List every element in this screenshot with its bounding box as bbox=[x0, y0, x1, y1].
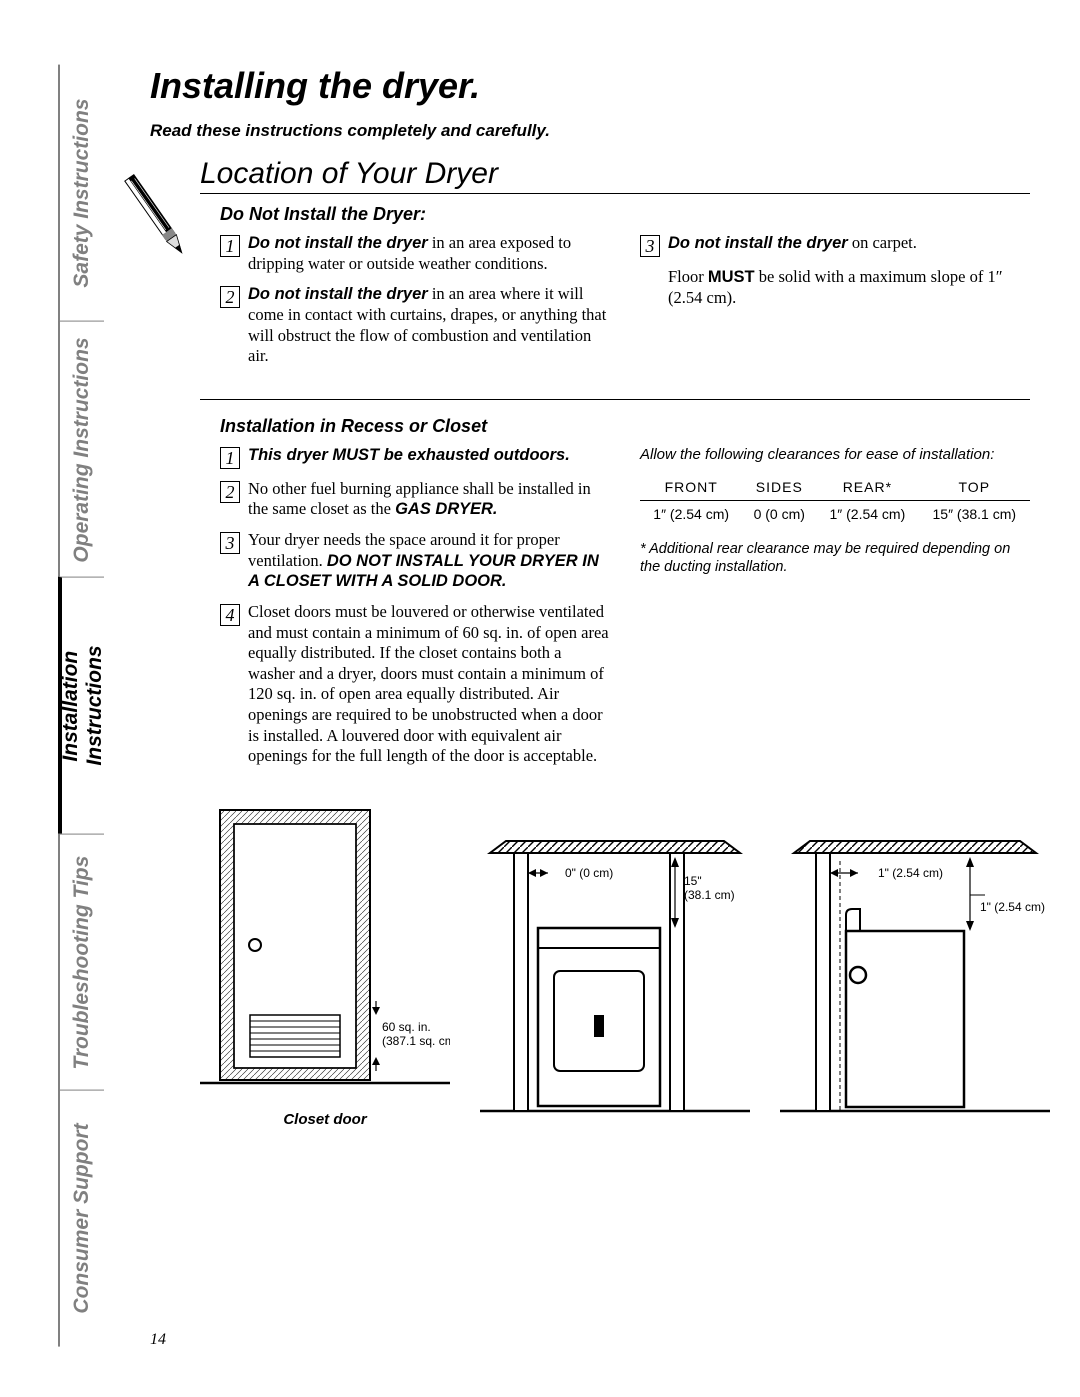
numbox-2: 2 bbox=[220, 286, 240, 308]
do-not-3-floor-a: Floor bbox=[668, 267, 708, 286]
section-title: Location of Your Dryer bbox=[200, 157, 1030, 194]
td-sides: 0 (0 cm) bbox=[742, 501, 816, 528]
pencil-icon bbox=[116, 161, 196, 271]
svg-text:(387.1 sq. cm): (387.1 sq. cm) bbox=[382, 1034, 450, 1048]
subhead-do-not: Do Not Install the Dryer: bbox=[220, 204, 1030, 225]
svg-text:1" (2.54 cm): 1" (2.54 cm) bbox=[878, 866, 943, 880]
do-not-1-bold: Do not install the dryer bbox=[248, 234, 428, 252]
diagram-front-view: 0" (0 cm) 15" (38.1 cm) bbox=[480, 823, 750, 1128]
svg-text:(38.1 cm): (38.1 cm) bbox=[684, 888, 735, 902]
divider bbox=[200, 399, 1030, 400]
recess-item-3: 3 Your dryer needs the space around it f… bbox=[220, 530, 610, 592]
diagram-side-view: 1" (2.54 cm) 1" (2.54 cm) bbox=[780, 823, 1050, 1128]
recess-2-b: GAS DRYER. bbox=[395, 500, 497, 518]
table-data-row: 1″ (2.54 cm) 0 (0 cm) 1″ (2.54 cm) 15″ (… bbox=[640, 501, 1030, 528]
do-not-item-1: 1 Do not install the dryer in an area ex… bbox=[220, 233, 610, 274]
td-rear: 1″ (2.54 cm) bbox=[816, 501, 918, 528]
numbox-r4: 4 bbox=[220, 604, 240, 626]
recess-right-col: Allow the following clearances for ease … bbox=[640, 445, 1030, 777]
recess-item-4: 4 Closet doors must be louvered or other… bbox=[220, 602, 610, 767]
numbox-3: 3 bbox=[640, 235, 660, 257]
do-not-right-col: 3 Do not install the dryer on carpet. Fl… bbox=[640, 233, 1030, 377]
recess-1: This dryer MUST be exhausted outdoors. bbox=[248, 446, 570, 464]
numbox-r2: 2 bbox=[220, 481, 240, 503]
recess-item-1: 1 This dryer MUST be exhausted outdoors. bbox=[220, 445, 610, 469]
recess-4: Closet doors must be louvered or otherwi… bbox=[248, 602, 610, 767]
do-not-item-2: 2 Do not install the dryer in an area wh… bbox=[220, 284, 610, 367]
clearances-footnote: * Additional rear clearance may be requi… bbox=[640, 540, 1030, 578]
td-top: 15″ (38.1 cm) bbox=[919, 501, 1030, 528]
do-not-3-rest: on carpet. bbox=[848, 233, 917, 252]
table-header-row: FRONT SIDES REAR* TOP bbox=[640, 474, 1030, 501]
do-not-2-bold: Do not install the dryer bbox=[248, 285, 428, 303]
tab-operating: Operating Instructions bbox=[58, 321, 104, 578]
page-title: Installing the dryer. bbox=[150, 65, 1030, 107]
numbox-r1: 1 bbox=[220, 447, 240, 469]
th-rear: REAR* bbox=[816, 474, 918, 501]
diagram-closet-door: 60 sq. in. (387.1 sq. cm) Closet door bbox=[200, 805, 450, 1128]
numbox-1: 1 bbox=[220, 235, 240, 257]
svg-text:60 sq. in.: 60 sq. in. bbox=[382, 1020, 431, 1034]
th-top: TOP bbox=[919, 474, 1030, 501]
tab-installation: Installation Instructions bbox=[58, 577, 104, 834]
svg-text:15": 15" bbox=[684, 874, 702, 888]
svg-text:1" (2.54 cm): 1" (2.54 cm) bbox=[980, 900, 1045, 914]
td-front: 1″ (2.54 cm) bbox=[640, 501, 742, 528]
intro-text: Read these instructions completely and c… bbox=[150, 121, 1030, 141]
do-not-left-col: 1 Do not install the dryer in an area ex… bbox=[220, 233, 610, 377]
recess-left-col: 1 This dryer MUST be exhausted outdoors.… bbox=[220, 445, 610, 777]
subhead-recess: Installation in Recess or Closet bbox=[220, 416, 1030, 437]
clearances-intro: Allow the following clearances for ease … bbox=[640, 445, 1030, 465]
closet-caption: Closet door bbox=[200, 1111, 450, 1128]
th-front: FRONT bbox=[640, 474, 742, 501]
section-tabs: Safety Instructions Operating Instructio… bbox=[58, 65, 104, 1347]
svg-text:0" (0 cm): 0" (0 cm) bbox=[565, 866, 613, 880]
do-not-3-floor-b: MUST bbox=[708, 268, 755, 286]
page-number: 14 bbox=[150, 1331, 166, 1349]
do-not-3-bold: Do not install the dryer bbox=[668, 234, 848, 252]
clearances-table: FRONT SIDES REAR* TOP 1″ (2.54 cm) 0 (0 … bbox=[640, 474, 1030, 527]
numbox-r3: 3 bbox=[220, 532, 240, 554]
recess-item-2: 2 No other fuel burning appliance shall … bbox=[220, 479, 610, 520]
th-sides: SIDES bbox=[742, 474, 816, 501]
tab-troubleshooting: Troubleshooting Tips bbox=[58, 834, 104, 1091]
tab-consumer: Consumer Support bbox=[58, 1090, 104, 1347]
do-not-item-3: 3 Do not install the dryer on carpet. bbox=[640, 233, 1030, 257]
tab-safety: Safety Instructions bbox=[58, 65, 104, 321]
diagrams-row: 60 sq. in. (387.1 sq. cm) Closet door bbox=[200, 805, 1030, 1128]
